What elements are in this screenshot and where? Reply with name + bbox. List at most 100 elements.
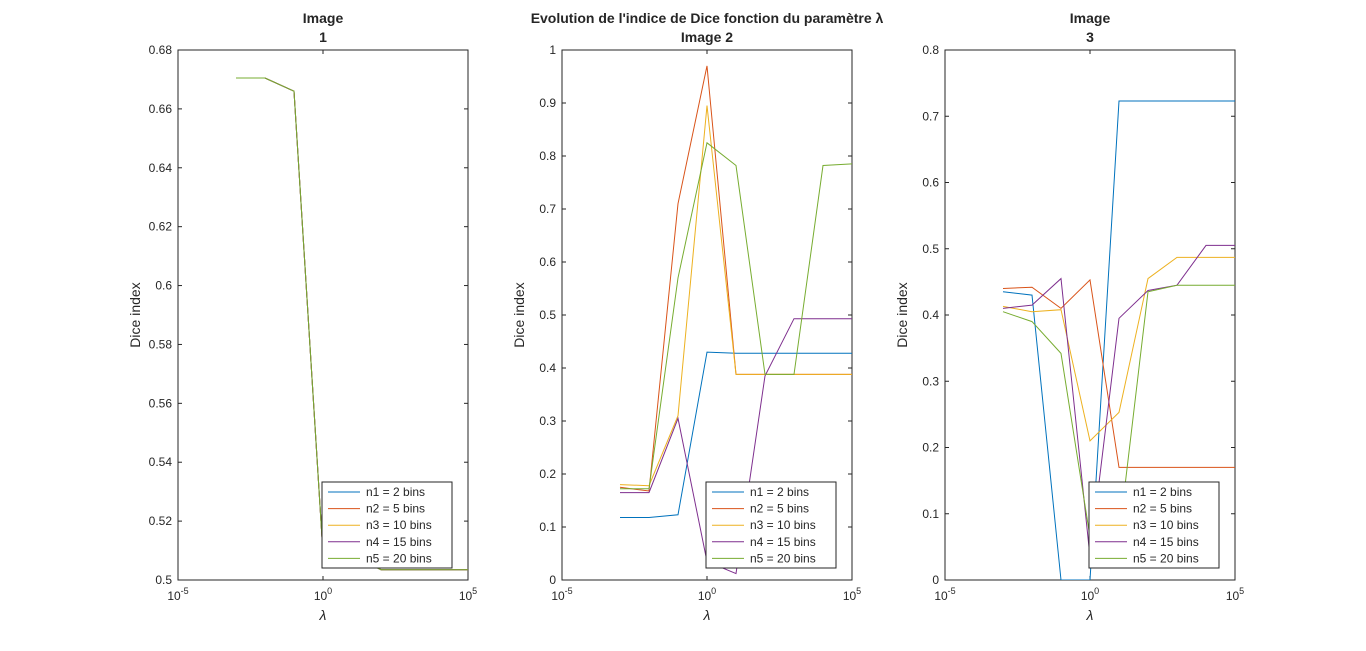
y-tick-label: 0.8 xyxy=(539,149,556,163)
y-tick-label: 1 xyxy=(549,43,556,57)
y-tick-label: 0.2 xyxy=(539,467,556,481)
legend-label: n1 = 2 bins xyxy=(750,485,809,499)
legend-label: n4 = 15 bins xyxy=(750,535,816,549)
x-tick-label: 100 xyxy=(1081,586,1099,603)
y-tick-label: 0.1 xyxy=(922,507,939,521)
series-line-n3 xyxy=(619,105,852,487)
x-tick-label: 10-5 xyxy=(167,586,188,603)
y-axis-label: Dice index xyxy=(127,282,143,347)
y-tick-label: 0.54 xyxy=(149,455,173,469)
y-tick-label: 0.6 xyxy=(155,279,172,293)
y-tick-label: 0.58 xyxy=(149,337,173,351)
x-tick-label: 105 xyxy=(1226,586,1244,603)
y-tick-label: 0.68 xyxy=(149,43,173,57)
x-tick-mantissa: 10 xyxy=(843,589,857,603)
x-tick-label: 10-5 xyxy=(934,586,955,603)
series-line-n1 xyxy=(620,351,852,518)
x-tick-exponent: 5 xyxy=(856,586,861,596)
x-tick-exponent: 0 xyxy=(327,586,332,596)
y-tick-label: 0.52 xyxy=(149,514,173,528)
y-tick-label: 0 xyxy=(549,573,556,587)
y-tick-label: 0.7 xyxy=(539,202,556,216)
y-tick-label: 0 xyxy=(932,573,939,587)
x-tick-label: 105 xyxy=(459,586,477,603)
legend-label: n3 = 10 bins xyxy=(750,518,816,532)
x-tick-exponent: -5 xyxy=(565,586,573,596)
chart-panel-1: Image 1 0.5 0.52 0.54 0.56 0.58 0.6 0.62 0.64 0.66… xyxy=(127,10,477,623)
legend-label: n2 = 5 bins xyxy=(366,502,425,516)
legend-label: n3 = 10 bins xyxy=(366,518,432,532)
legend: n1 = 2 bins n2 = 5 bins n3 = 10 bins n4 = 1… xyxy=(705,481,837,569)
x-tick-exponent: -5 xyxy=(181,586,189,596)
x-tick-mantissa: 10 xyxy=(1226,589,1240,603)
series-line-n4 xyxy=(620,318,852,575)
series-line-n2 xyxy=(1002,278,1235,468)
x-tick-mantissa: 10 xyxy=(167,589,181,603)
series-line-n4 xyxy=(1002,244,1235,557)
y-tick-label: 0.5 xyxy=(922,242,939,256)
x-tick-mantissa: 10 xyxy=(551,589,565,603)
y-tick-label: 0.6 xyxy=(922,176,939,190)
x-tick-mantissa: 10 xyxy=(934,589,948,603)
legend-box xyxy=(321,481,453,569)
legend-label: n4 = 15 bins xyxy=(366,535,432,549)
y-tick-label: 0.62 xyxy=(149,220,173,234)
y-tick-label: 0.4 xyxy=(922,308,939,322)
y-tick-label: 0.5 xyxy=(155,573,172,587)
legend-label: n2 = 5 bins xyxy=(750,502,809,516)
legend-label: n5 = 20 bins xyxy=(1133,551,1199,565)
x-tick-mantissa: 10 xyxy=(698,589,712,603)
figure-title: Evolution de l'indice de Dice fonction d… xyxy=(531,10,884,26)
y-axis-label: Dice index xyxy=(894,282,910,347)
legend-label: n1 = 2 bins xyxy=(366,485,425,499)
x-tick-label: 100 xyxy=(698,586,716,603)
legend-label: n3 = 10 bins xyxy=(1133,518,1199,532)
x-tick-exponent: 0 xyxy=(711,586,716,596)
y-tick-label: 0.66 xyxy=(149,102,173,116)
chart-title: 1 xyxy=(319,29,327,45)
legend-label: n5 = 20 bins xyxy=(366,551,432,565)
x-tick-mantissa: 10 xyxy=(459,589,473,603)
x-tick-exponent: 5 xyxy=(1239,586,1244,596)
y-tick-label: 0.3 xyxy=(922,374,939,388)
legend-label: n2 = 5 bins xyxy=(1133,502,1192,516)
chart-title: Image xyxy=(303,10,344,26)
y-tick-label: 0.64 xyxy=(149,161,173,175)
x-axis-label: λ xyxy=(703,607,711,623)
chart-panel-2: Image 200.10.20.30.40.50.60.70.80.9110-5… xyxy=(511,29,861,623)
x-tick-label: 10-5 xyxy=(551,586,572,603)
y-tick-label: 0.8 xyxy=(922,43,939,57)
x-tick-label: 105 xyxy=(843,586,861,603)
x-tick-exponent: 0 xyxy=(1094,586,1099,596)
chart-title: 3 xyxy=(1086,29,1094,45)
x-axis-label: λ xyxy=(1086,607,1094,623)
legend-label: n4 = 15 bins xyxy=(1133,535,1199,549)
legend: n1 = 2 bins n2 = 5 bins n3 = 10 bins n4 = 1… xyxy=(321,481,453,569)
x-tick-mantissa: 10 xyxy=(1081,589,1095,603)
series-line-n5 xyxy=(620,141,852,490)
x-tick-label: 100 xyxy=(314,586,332,603)
y-tick-label: 0.6 xyxy=(539,255,556,269)
legend-label: n1 = 2 bins xyxy=(1133,485,1192,499)
y-tick-label: 0.3 xyxy=(539,414,556,428)
y-axis-label: Dice index xyxy=(511,282,527,347)
x-axis-label: λ xyxy=(319,607,327,623)
y-tick-label: 0.7 xyxy=(922,109,939,123)
y-tick-label: 0.5 xyxy=(539,308,556,322)
y-tick-label: 0.1 xyxy=(539,520,556,534)
series-group xyxy=(619,65,852,575)
y-tick-label: 0.56 xyxy=(149,396,173,410)
chart-title: Image 2 xyxy=(681,29,733,45)
x-tick-exponent: -5 xyxy=(948,586,956,596)
x-tick-mantissa: 10 xyxy=(314,589,328,603)
series-line-n1 xyxy=(1002,100,1235,580)
chart-title: Image xyxy=(1070,10,1111,26)
y-tick-label: 0.2 xyxy=(922,441,939,455)
y-tick-label: 0.9 xyxy=(539,96,556,110)
y-tick-label: 0.4 xyxy=(539,361,556,375)
legend-label: n5 = 20 bins xyxy=(750,551,816,565)
series-line-n3 xyxy=(1002,256,1235,442)
x-tick-exponent: 5 xyxy=(472,586,477,596)
